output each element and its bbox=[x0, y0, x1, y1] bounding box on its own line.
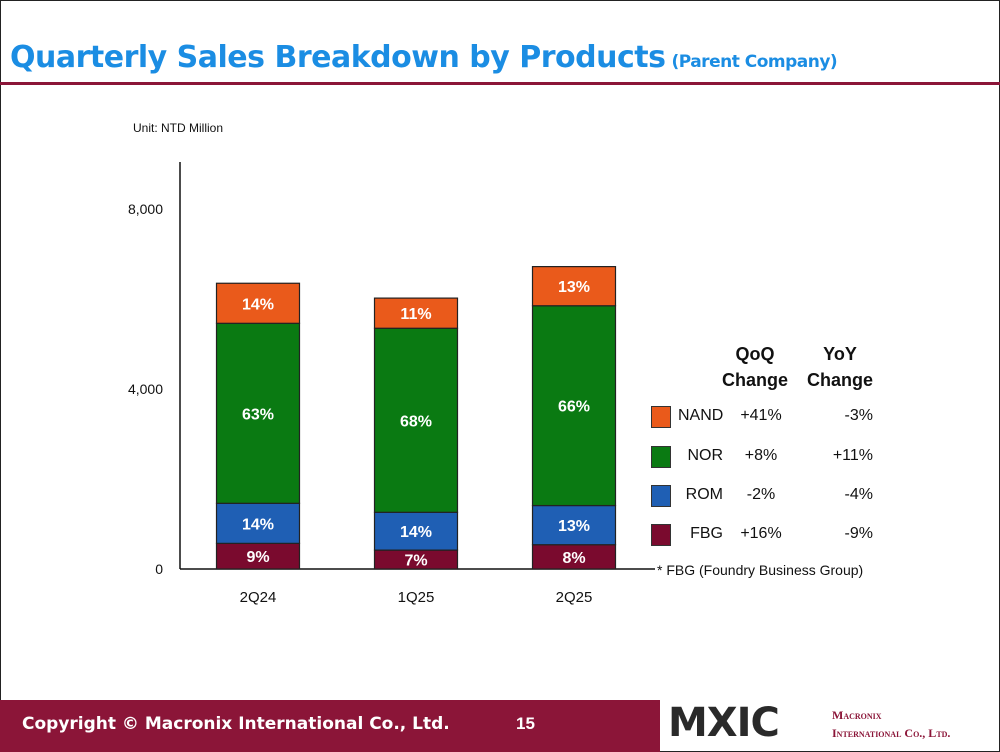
bar-segment-nor bbox=[531, 305, 617, 507]
footnote: * FBG (Foundry Business Group) bbox=[657, 562, 864, 578]
yoy-header: YoY Change bbox=[804, 341, 876, 393]
nand-label: NAND bbox=[678, 407, 724, 424]
fbg-yoy: -9% bbox=[844, 525, 873, 542]
qoq-header-line2: Change bbox=[721, 370, 788, 390]
qoq-header: QoQ Change bbox=[718, 341, 792, 393]
bar-segment-rom bbox=[215, 502, 301, 544]
bar-share-label: 63% bbox=[242, 406, 274, 423]
nand-swatch bbox=[651, 406, 671, 428]
yoy-header-line1: YoY bbox=[823, 344, 857, 364]
nand-qoq: +41% bbox=[740, 407, 782, 424]
company-logo-text: Macronix International Co., Ltd. bbox=[832, 706, 950, 742]
rom-qoq: -2% bbox=[746, 486, 776, 503]
rom-swatch bbox=[651, 485, 671, 507]
bar-share-label: 66% bbox=[558, 399, 590, 416]
bar-segment-nor bbox=[373, 327, 459, 513]
x-tick-label: 2Q24 bbox=[240, 589, 277, 606]
bar-segment-fbg bbox=[531, 544, 617, 570]
bar-share-label: 68% bbox=[400, 413, 432, 430]
bar-share-label: 14% bbox=[242, 516, 274, 533]
footer-bar: Copyright © Macronix International Co., … bbox=[0, 700, 660, 752]
title-subtitle: (Parent Company) bbox=[671, 52, 838, 72]
bar-segment-rom bbox=[531, 504, 617, 546]
title-text: Quarterly Sales Breakdown by Products bbox=[10, 40, 666, 75]
bar-share-label: 9% bbox=[246, 549, 269, 566]
qoq-header-line1: QoQ bbox=[735, 344, 775, 364]
bar-segment-nand bbox=[373, 297, 459, 329]
bar-segment-nand bbox=[531, 266, 617, 307]
nor-label: NOR bbox=[687, 447, 723, 464]
bar-share-label: 13% bbox=[558, 279, 590, 296]
page-number: 15 bbox=[516, 714, 535, 733]
title-rule bbox=[0, 82, 1000, 85]
bar-share-label: 14% bbox=[242, 296, 274, 313]
mxic-logo: MXIC bbox=[668, 700, 780, 746]
x-tick-label: 2Q25 bbox=[556, 589, 593, 606]
unit-label: Unit: NTD Million bbox=[133, 121, 224, 135]
bar-segment-nand bbox=[215, 282, 301, 324]
bar-share-label: 14% bbox=[400, 524, 432, 541]
slide-title: Quarterly Sales Breakdown by Products (Pa… bbox=[10, 40, 838, 75]
bar-share-label: 11% bbox=[400, 306, 431, 323]
bar-share-label: 8% bbox=[562, 550, 585, 567]
bar-share-label: 13% bbox=[558, 518, 590, 535]
rom-yoy: -4% bbox=[844, 486, 873, 503]
nor-yoy: +11% bbox=[832, 447, 873, 464]
fbg-label: FBG bbox=[690, 525, 723, 542]
bar-segment-nor bbox=[215, 322, 301, 504]
logo-line2: International Co., Ltd. bbox=[832, 726, 951, 740]
bar-share-label: 7% bbox=[404, 553, 427, 570]
y-tick-label: 0 bbox=[155, 561, 163, 577]
fbg-qoq: +16% bbox=[740, 525, 782, 542]
copyright-text: Copyright © Macronix International Co., … bbox=[22, 714, 450, 734]
x-tick-label: 1Q25 bbox=[398, 589, 435, 606]
bar-segment-rom bbox=[373, 511, 459, 551]
fbg-swatch bbox=[651, 524, 671, 546]
nand-yoy: -3% bbox=[844, 407, 873, 424]
nor-swatch bbox=[651, 446, 671, 468]
y-tick-label: 4,000 bbox=[128, 381, 163, 397]
yoy-header-line2: Change bbox=[806, 370, 873, 390]
rom-label: ROM bbox=[685, 486, 723, 503]
nor-qoq: +8% bbox=[744, 447, 778, 464]
logo-line1: Macronix bbox=[832, 708, 882, 722]
y-tick-label: 8,000 bbox=[128, 201, 163, 217]
